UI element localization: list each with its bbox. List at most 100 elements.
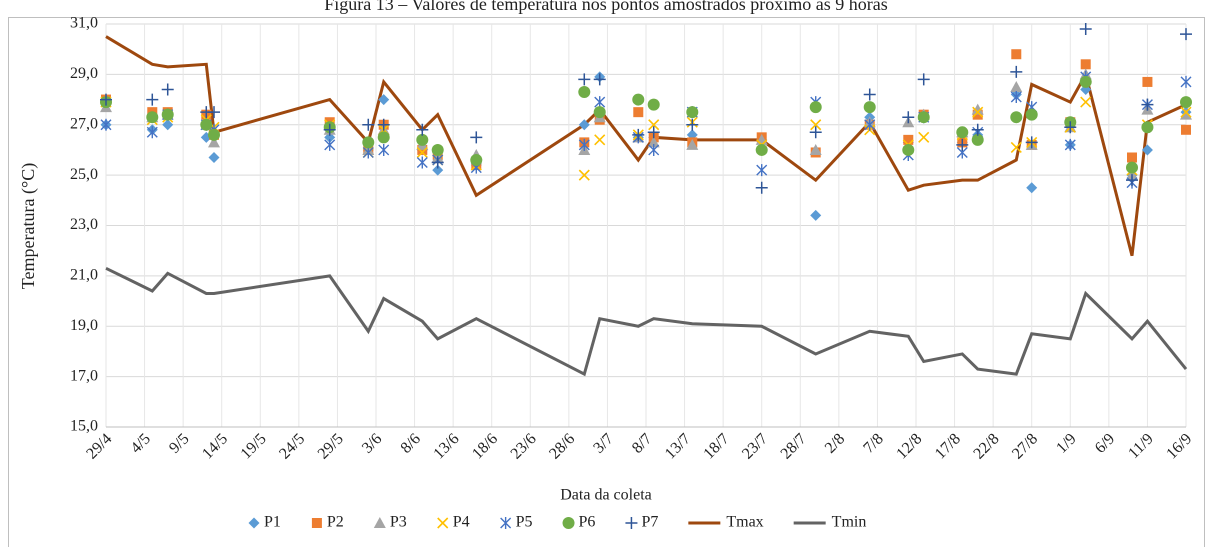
chart-frame (8, 17, 1205, 547)
marker-diamond (578, 119, 590, 131)
legend-label: Tmax (726, 514, 763, 531)
marker-x (416, 146, 428, 159)
x-tick-label: 16/9 (1163, 430, 1195, 462)
y-tick-label: 15,0 (70, 418, 98, 435)
marker-circle (208, 128, 220, 141)
marker-asterisk (500, 517, 512, 529)
marker-plus (578, 73, 591, 86)
marker-plus (1010, 65, 1023, 78)
marker-asterisk (578, 138, 590, 151)
x-tick-label: 28/6 (546, 430, 578, 462)
marker-square (903, 134, 914, 145)
marker-square (1142, 76, 1153, 87)
marker-asterisk (648, 143, 660, 156)
marker-diamond (1026, 182, 1038, 194)
marker-x (972, 106, 984, 118)
marker-plus (902, 111, 915, 124)
marker-plus (686, 118, 699, 131)
marker-circle (809, 101, 822, 114)
marker-circle (431, 143, 444, 156)
marker-plus (146, 93, 159, 106)
x-tick-label: 2/8 (822, 430, 848, 456)
marker-x (1010, 141, 1022, 153)
marker-circle (902, 143, 915, 156)
marker-x (578, 169, 590, 181)
marker-circle (578, 86, 591, 99)
x-tick-label: 29/4 (83, 430, 115, 462)
y-tick-label: 25,0 (70, 166, 98, 183)
marker-asterisk (378, 143, 390, 156)
marker-circle (146, 111, 159, 124)
x-tick-label: 13/7 (662, 430, 694, 462)
marker-x (810, 119, 822, 131)
marker-square (1080, 59, 1091, 70)
marker-asterisk (416, 156, 428, 169)
x-tick-label: 1/9 (1053, 430, 1079, 456)
marker-circle (416, 133, 429, 146)
marker-circle (917, 111, 930, 124)
marker-triangle (809, 143, 822, 155)
x-tick-label: 28/7 (778, 430, 810, 462)
marker-plus (416, 123, 429, 136)
marker-triangle (686, 138, 699, 150)
marker-circle (562, 517, 575, 529)
marker-square (633, 107, 644, 118)
x-tick-label: 24/5 (276, 430, 308, 462)
marker-circle (470, 154, 483, 167)
x-tick-label: 11/9 (1125, 430, 1157, 462)
marker-circle (647, 98, 660, 111)
marker-circle (161, 108, 174, 121)
marker-plus (1025, 136, 1038, 149)
marker-plus (323, 123, 336, 136)
marker-triangle (1010, 80, 1023, 92)
marker-circle (1010, 111, 1023, 124)
marker-asterisk (864, 118, 876, 131)
marker-diamond (162, 119, 174, 131)
chart-title: Figura 13 – Valores de temperatura nos p… (324, 0, 888, 14)
marker-square (1011, 49, 1022, 60)
legend-label: P7 (641, 514, 658, 531)
marker-square (311, 518, 322, 528)
marker-x (437, 517, 449, 529)
legend-label: Tmin (832, 514, 867, 531)
marker-circle (686, 106, 699, 119)
marker-triangle (373, 517, 386, 528)
x-tick-label: 19/5 (238, 430, 270, 462)
x-tick-label: 3/7 (590, 430, 616, 456)
marker-asterisk (1180, 75, 1192, 88)
marker-plus (208, 106, 220, 119)
marker-circle (377, 131, 390, 144)
marker-plus (956, 138, 969, 151)
marker-plus (1064, 121, 1077, 134)
x-tick-label: 18/7 (700, 430, 732, 462)
marker-plus (100, 93, 112, 106)
marker-asterisk (146, 126, 158, 139)
x-tick-label: 8/7 (629, 430, 655, 456)
marker-x (1180, 106, 1192, 118)
marker-plus (593, 73, 606, 86)
marker-plus (1141, 98, 1154, 111)
marker-triangle (971, 103, 984, 115)
marker-square (1181, 124, 1191, 135)
marker-plus (470, 131, 483, 144)
marker-diamond (1141, 144, 1153, 156)
series-line (105, 35, 1187, 257)
marker-square (417, 144, 428, 155)
marker-circle (593, 106, 606, 119)
x-tick-label: 4/5 (128, 430, 154, 456)
marker-circle (632, 93, 645, 106)
marker-asterisk (324, 138, 336, 151)
marker-plus (971, 123, 984, 136)
x-tick-label: 8/6 (398, 430, 424, 456)
marker-triangle (208, 136, 220, 148)
marker-plus (1180, 28, 1192, 41)
marker-triangle (1180, 108, 1192, 120)
x-tick-label: 14/5 (199, 430, 231, 462)
marker-plus (161, 83, 174, 96)
marker-diamond (208, 151, 220, 163)
y-tick-label: 29,0 (70, 65, 98, 82)
x-tick-label: 27/8 (1009, 430, 1041, 462)
x-axis-label: Data da coleta (560, 487, 652, 504)
marker-circle (1025, 108, 1038, 121)
